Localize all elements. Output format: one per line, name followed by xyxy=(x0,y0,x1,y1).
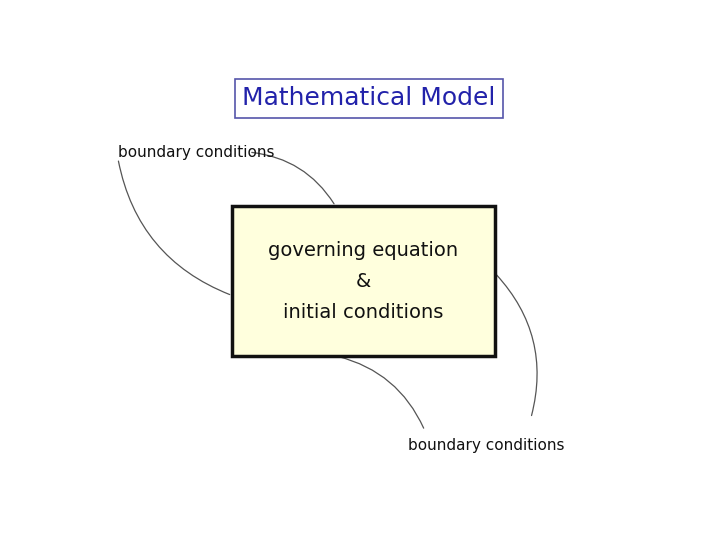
Text: boundary conditions: boundary conditions xyxy=(118,145,274,160)
Text: Mathematical Model: Mathematical Model xyxy=(243,86,495,110)
FancyArrowPatch shape xyxy=(338,356,423,428)
FancyArrowPatch shape xyxy=(496,275,537,416)
Text: governing equation
&
initial conditions: governing equation & initial conditions xyxy=(269,240,459,321)
Text: boundary conditions: boundary conditions xyxy=(408,438,564,453)
FancyArrowPatch shape xyxy=(118,161,230,294)
FancyArrowPatch shape xyxy=(252,152,334,204)
FancyBboxPatch shape xyxy=(233,206,495,356)
